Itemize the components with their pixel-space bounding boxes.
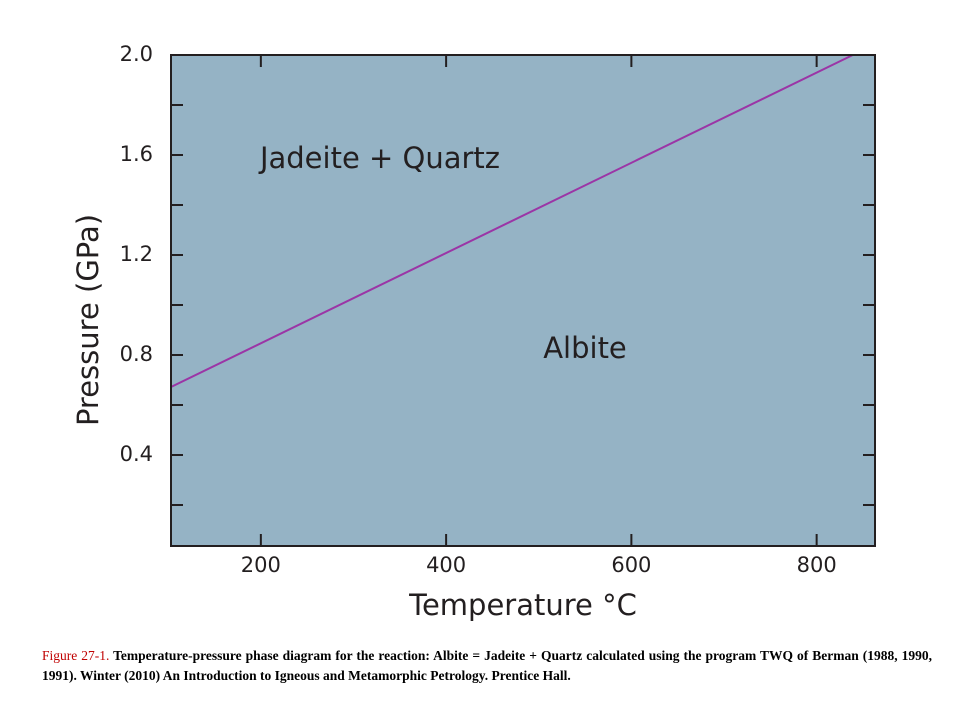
phase-boundary (170, 54, 854, 388)
y-tick-label: 1.2 (120, 242, 153, 266)
x-tick-label: 800 (797, 553, 837, 577)
y-tick-label: 1.6 (120, 142, 153, 166)
caption-text: Temperature-pressure phase diagram for t… (42, 648, 932, 683)
plot-area (171, 55, 875, 546)
y-tick-label: 0.4 (120, 442, 153, 466)
x-tick-label: 400 (426, 553, 466, 577)
region-label: Albite (543, 331, 627, 365)
y-tick-label: 2.0 (120, 42, 153, 66)
figure-number: Figure 27-1. (42, 648, 110, 663)
y-tick-label: 0.8 (120, 342, 153, 366)
plot-frame (170, 54, 876, 547)
x-tick-label: 600 (611, 553, 651, 577)
chart: Jadeite + Quartz Albite Temperature °C P… (71, 42, 876, 622)
x-axis-label: Temperature °C (408, 588, 637, 622)
region-label: Jadeite + Quartz (258, 141, 500, 175)
x-tick-label: 200 (241, 553, 281, 577)
caption: Figure 27-1. Temperature-pressure phase … (42, 646, 932, 686)
y-axis-label: Pressure (GPa) (71, 214, 105, 426)
